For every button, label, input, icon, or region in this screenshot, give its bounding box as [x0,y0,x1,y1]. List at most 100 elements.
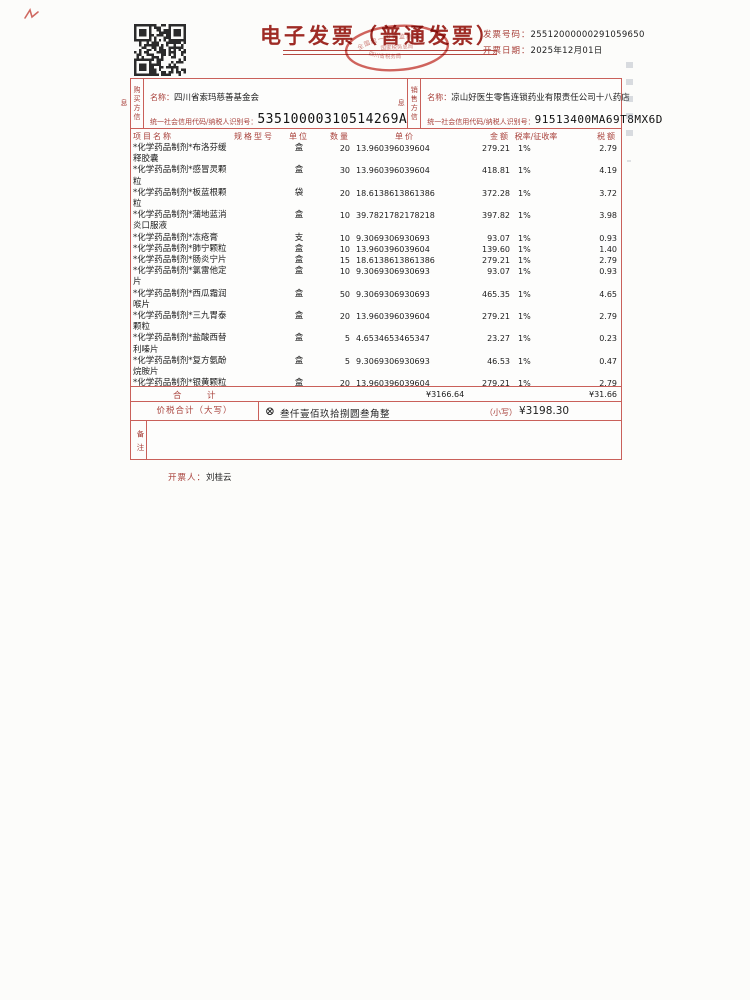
col-header-unit: 单位 [289,132,309,141]
pen-mark [24,8,39,19]
issuer-label: 开票人： [168,473,207,483]
total-tax: ¥31.66 [589,389,617,399]
scan-artifact-marks [626,62,633,147]
item-qty: 20 [339,379,350,387]
col-header-item-name: 项目名称 [133,132,173,141]
item-unit: 盒 [294,210,304,221]
item-tax-rate: 1% [518,144,531,153]
item-unit-price: 9.3069306930693 [356,356,430,366]
invoice-number: 25512000000291059650 [530,30,645,40]
item-tax-amount: 2.79 [599,144,617,153]
buyer-taxid-label: 统一社会信用代码/纳税人识别号： [150,118,258,126]
small-figures-label: （小写） [485,408,517,417]
item-qty: 5 [344,356,350,366]
item-name: *化学药品制剂*冻疮膏 [133,232,219,243]
seller-taxid-row: 统一社会信用代码/纳税人识别号：91513400MA69T8MX6D [427,109,663,128]
item-amount: 93.07 [487,267,510,277]
seller-name-label: 名称： [427,93,452,102]
table-row: *化学药品制剂*盐酸西替利嗪片 盒 5 4.6534653465347 23.2… [133,333,619,355]
buyer-info: 名称：四川省索玛慈善基金会 统一社会信用代码/纳税人识别号：5351000031… [144,79,407,128]
item-amount: 372.28 [482,188,510,198]
item-name: *化学药品制剂*布洛芬缓释胶囊 [133,143,227,165]
item-tax-amount: 4.19 [599,166,617,176]
item-tax-rate: 1% [518,233,531,243]
col-header-unit-price: 单价 [395,132,415,141]
remarks-side-label: 备注 [131,421,147,459]
item-unit-price: 9.3069306930693 [356,233,430,243]
party-row: 购买方信息 名称：四川省索玛慈善基金会 统一社会信用代码/纳税人识别号：5351… [120,79,662,129]
table-row: *化学药品制剂*三九胃泰颗粒 盒 20 13.960396039604 279.… [133,311,619,333]
buyer-taxid-row: 统一社会信用代码/纳税人识别号：53510000310514269A [150,109,407,128]
seller-side-label: 销售方信息 [397,79,422,128]
item-qty: 15 [339,256,350,266]
item-amount: 139.60 [482,244,510,254]
item-name: *化学药品制剂*氯雷他定片 [133,266,227,288]
item-amount: 23.27 [487,334,510,344]
item-qty: 5 [344,334,350,344]
seller-taxid: 91513400MA69T8MX6D [534,113,663,126]
item-name: *化学药品制剂*西瓜霜润喉片 [133,288,227,310]
grand-total-row: 价税合计（大写） ⊗ 叁仟壹佰玖拾捌圆叁角整 （小写） ¥3198.30 [131,402,621,421]
item-name: *化学药品制剂*复方氨酚烷胺片 [133,355,227,378]
item-amount: 397.82 [482,211,510,221]
item-tax-rate: 1% [518,379,531,387]
title-underline [283,50,497,55]
item-tax-rate: 1% [518,334,531,344]
circled-x-icon: ⊗ [265,404,276,418]
invoice-number-row: 发票号码：25512000000291059650 [483,27,645,43]
item-amount: 279.21 [482,312,510,322]
table-row: *化学药品制剂*冻疮膏 支 10 9.3069306930693 93.07 1… [133,233,619,244]
qr-code-icon [134,24,186,76]
item-unit: 盒 [294,243,304,254]
seller-info: 名称：凉山好医生零售连锁药业有限责任公司十八药店 统一社会信用代码/纳税人识别号… [421,79,663,128]
item-amount: 46.53 [487,356,510,366]
total-label: 合 计 [173,391,216,401]
item-tax-amount: 2.79 [599,256,617,266]
total-row: 合 计 ¥3166.64 ¥31.66 [131,387,621,402]
item-unit-price: 13.960396039604 [356,379,430,387]
item-unit: 盒 [294,266,304,277]
item-tax-amount: 3.72 [599,188,617,198]
scan-artifact-dot [627,160,631,162]
buyer-taxid: 53510000310514269A [257,112,408,127]
col-header-spec: 规格型号 [234,132,274,141]
item-tax-rate: 1% [518,166,531,176]
total-amount: ¥3166.64 [426,389,465,399]
item-amount: 418.81 [482,166,510,176]
item-amount: 279.21 [482,379,510,387]
item-unit-price: 18.6138613861386 [356,256,435,266]
item-unit-price: 4.6534653465347 [356,334,430,344]
table-row: *化学药品制剂*氯雷他定片 盒 10 9.3069306930693 93.07… [133,266,619,288]
col-header-tax-rate: 税率/征收率 [514,132,558,141]
item-unit-price: 9.3069306930693 [356,289,430,299]
buyer-name-label: 名称： [150,93,174,102]
buyer-name: 四川省索玛慈善基金会 [174,93,260,103]
item-tax-amount: 0.47 [599,356,617,366]
item-qty: 10 [339,211,350,221]
invoice-meta: 发票号码：25512000000291059650 开票日期：2025年12月0… [483,27,645,59]
stamp-middle-text: 国家税务总局 [380,42,413,52]
item-tax-amount: 1.40 [599,244,617,254]
item-unit: 袋 [294,187,304,198]
invoice-frame: 购买方信息 名称：四川省索玛慈善基金会 统一社会信用代码/纳税人识别号：5351… [120,78,662,460]
item-tax-amount: 0.23 [599,334,617,344]
item-tax-amount: 0.93 [599,267,617,277]
issuer-name: 刘桂云 [206,473,232,483]
item-unit-price: 13.960396039604 [356,144,430,153]
item-qty: 20 [339,312,350,322]
item-tax-amount: 2.79 [599,312,617,322]
invoice-title: 电子发票（普通发票） [260,23,500,48]
item-name: *化学药品制剂*银黄颗粒 [133,378,227,387]
table-row: *化学药品制剂*板蓝根颗粒 袋 20 18.6138613861386 372.… [133,188,619,210]
table-row: *化学药品制剂*复方氨酚烷胺片 盒 5 9.3069306930693 46.5… [133,356,619,378]
item-qty: 20 [339,144,350,153]
item-amount: 279.21 [482,256,510,266]
invoice-date: 2025年12月01日 [530,46,603,56]
buyer-name-row: 名称：四川省索玛慈善基金会 [150,85,407,104]
table-row: *化学药品制剂*肺宁颗粒 盒 10 13.960396039604 139.60… [133,244,619,255]
items-header-row: 项目名称 规格型号 单位 数量 单价 金额 税率/征收率 税额 [133,130,619,143]
item-amount: 465.35 [482,289,510,299]
items-table: 项目名称 规格型号 单位 数量 单价 金额 税率/征收率 税额 *化学药品制剂*… [131,129,621,387]
table-row: *化学药品制剂*布洛芬缓释胶囊 盒 20 13.960396039604 279… [133,143,619,165]
